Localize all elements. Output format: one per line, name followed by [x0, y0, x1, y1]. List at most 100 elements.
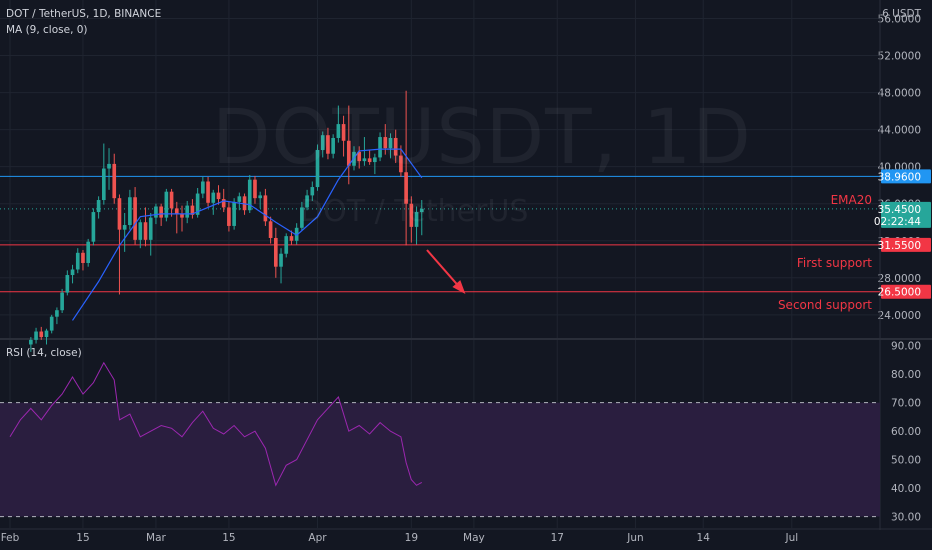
candle-body: [112, 163, 117, 199]
symbol-legend[interactable]: DOT / TetherUS, 1D, BINANCE: [6, 8, 162, 20]
candle-body: [39, 331, 44, 338]
candle-body: [154, 206, 158, 218]
candle-body: [211, 192, 216, 203]
candle-body: [227, 207, 231, 226]
candle-body: [190, 205, 195, 215]
candle-body: [34, 331, 38, 340]
time-tick-label: Apr: [308, 532, 327, 544]
rsi-tick-label: 50.00: [891, 455, 921, 467]
time-tick-label: 17: [551, 532, 564, 544]
candle-body: [128, 197, 132, 226]
price-tag-value: 31.5500: [878, 240, 921, 252]
price-tag: [881, 201, 931, 228]
candle-body: [399, 155, 403, 173]
candle-body: [253, 179, 257, 199]
candle-body: [419, 208, 424, 213]
candle-body: [346, 140, 351, 166]
time-tick-label: 15: [222, 532, 235, 544]
candle-body: [237, 196, 242, 202]
rsi-tick-label: 30.00: [891, 512, 921, 524]
time-tick-label: Jul: [784, 532, 798, 544]
candle-body: [373, 157, 377, 163]
candle-body: [258, 195, 263, 199]
candle-body: [174, 208, 179, 214]
candle-body: [331, 137, 335, 154]
rsi-tick-label: 60.00: [891, 426, 921, 438]
candle-body: [409, 203, 414, 227]
candle-body: [388, 137, 393, 149]
price-tick-label: 24.0000: [878, 310, 921, 322]
candle-body: [315, 150, 320, 188]
candle-body: [357, 151, 362, 162]
candle-body: [65, 275, 70, 293]
candle-body: [232, 201, 236, 226]
candle-body: [294, 227, 299, 241]
candle-body: [414, 212, 419, 227]
candle-body: [133, 197, 137, 240]
candle-body: [378, 137, 382, 158]
candle-body: [242, 196, 247, 211]
candle-body: [49, 316, 54, 331]
second-support-label: Second support: [777, 298, 872, 312]
currency-label: 6 USDT: [882, 8, 921, 20]
candle-body: [362, 158, 367, 162]
rsi-band: [0, 402, 880, 517]
price-tick-label: 28.0000: [878, 273, 921, 285]
candle-body: [29, 339, 33, 345]
price-tag: [881, 284, 931, 299]
candle-body: [300, 207, 304, 228]
candle-body: [206, 181, 210, 203]
candle-body: [164, 191, 169, 218]
price-tag-value: 35.4500: [878, 204, 921, 216]
candle-body: [70, 269, 75, 276]
candle-body: [148, 217, 153, 240]
candle-body: [81, 252, 85, 263]
rsi-legend[interactable]: RSI (14, close): [6, 347, 82, 359]
candle-body: [221, 199, 226, 208]
candle-body: [55, 310, 59, 317]
candle-body: [117, 198, 122, 230]
time-tick-label: Feb: [1, 532, 20, 544]
candle-body: [247, 179, 252, 211]
price-tag: [881, 169, 931, 184]
candle-body: [336, 124, 341, 138]
time-tick-label: 15: [76, 532, 89, 544]
candle-body: [91, 212, 96, 242]
candle-body: [320, 135, 325, 151]
rsi-tick-label: 90.00: [891, 341, 921, 353]
price-tick-label: 44.0000: [878, 125, 921, 137]
ma-line: [72, 148, 423, 321]
first-support-label: First support: [796, 256, 872, 270]
candle-body: [143, 222, 148, 240]
ma-legend[interactable]: MA (9, close, 0): [6, 24, 88, 36]
time-tick-label: 19: [405, 532, 418, 544]
time-tick-label: Mar: [146, 532, 166, 544]
rsi-tick-label: 70.00: [891, 398, 921, 410]
candle-body: [138, 222, 143, 240]
candle-body: [305, 195, 309, 208]
candle-body: [341, 124, 346, 141]
candle-body: [216, 192, 221, 200]
price-tick-label: 48.0000: [878, 88, 921, 100]
candle-body: [289, 236, 294, 241]
candle-body: [273, 237, 278, 267]
candle-body: [44, 330, 49, 338]
candle-body: [367, 158, 372, 163]
time-tick-label: May: [463, 532, 485, 544]
candle-body: [383, 137, 388, 149]
rsi-line: [9, 361, 423, 487]
candle-body: [185, 205, 190, 218]
price-tag: [881, 237, 931, 252]
candle-body: [310, 187, 315, 196]
projection-arrow-head: [452, 280, 466, 294]
candle-body: [169, 191, 174, 209]
candle-body: [393, 137, 398, 156]
candle-body: [263, 195, 268, 222]
rsi-tick-label: 40.00: [891, 483, 921, 495]
ema20-label: EMA20: [830, 193, 872, 207]
rsi-tick-label: 80.00: [891, 369, 921, 381]
price-tag-value: 38.9600: [878, 171, 921, 183]
price-tag-countdown: 02:22:44: [874, 216, 921, 228]
